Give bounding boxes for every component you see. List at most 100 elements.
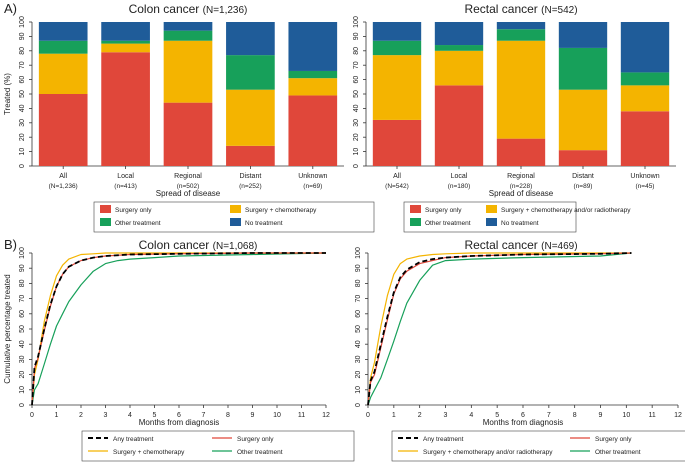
bar-segment-none (101, 22, 150, 41)
x-sublabel: (n=69) (303, 183, 322, 190)
x-sublabel: (n=89) (574, 183, 593, 190)
series-line-line_surgery (31, 252, 326, 406)
bar-segment-none (372, 22, 422, 41)
y-tick-label: 0 (355, 403, 362, 407)
bar-segment-surgery (288, 95, 338, 166)
bar-segment-none (434, 22, 484, 46)
legend-box (403, 201, 577, 233)
legend-swatch-none (486, 218, 497, 226)
series-line-line_chemo (367, 252, 632, 406)
x-tick-label: 10 (622, 412, 630, 419)
y-tick-label: 70 (353, 61, 360, 69)
y-tick-label: 80 (355, 279, 362, 287)
bar-segment-chemo (38, 53, 88, 94)
y-tick-label: 50 (19, 90, 26, 98)
charts-layer: 0102030405060708090100All(N=1,236)Local(… (3, 2, 685, 462)
x-tick-label: 6 (521, 412, 525, 419)
y-tick-label: 60 (355, 310, 362, 318)
y-axis-label: Treated (%) (3, 73, 12, 115)
legend-label: Any treatment (423, 436, 464, 443)
legend-label: No treatment (501, 220, 539, 227)
legend-box (93, 201, 375, 233)
y-axis-label: Cumulative percentage treated (3, 274, 12, 383)
x-sublabel: (n=45) (636, 183, 655, 190)
x-sublabel: (n=413) (114, 183, 137, 190)
chart-title: Colon cancer (N=1,236) (129, 2, 248, 16)
legend-swatch-chemo (230, 205, 241, 213)
legend-label: No treatment (245, 220, 283, 227)
legend-swatch-other (100, 218, 111, 226)
bar-segment-none (226, 22, 275, 56)
y-tick-label: 60 (19, 76, 26, 84)
legend-label: Other treatment (595, 449, 641, 456)
x-axis-label: Months from diagnosis (139, 418, 219, 427)
y-tick-label: 60 (353, 76, 360, 84)
x-tick-label: 12 (322, 412, 330, 419)
y-tick-label: 10 (19, 386, 26, 394)
y-tick-label: 40 (19, 104, 26, 112)
y-tick-label: 80 (19, 47, 26, 55)
y-tick-label: 60 (19, 310, 26, 318)
x-tick-label: 12 (674, 412, 682, 419)
legend-box (81, 430, 355, 462)
bar-segment-chemo (620, 85, 670, 112)
x-tick-label: All (393, 173, 401, 180)
series-line-line_surgery (367, 252, 632, 406)
bar-segment-other (496, 29, 546, 41)
y-tick-label: 10 (355, 386, 362, 394)
y-tick-label: 20 (19, 133, 26, 141)
legend-label: Surgery + chemotherapy and/or radiothera… (423, 449, 553, 456)
legend-swatch-none (230, 218, 241, 226)
y-tick-label: 20 (353, 133, 360, 141)
x-tick-label: 3 (444, 412, 448, 419)
bar-segment-none (163, 22, 213, 31)
x-tick-label: 9 (599, 412, 603, 419)
legend-label: Any treatment (113, 436, 154, 443)
bar-segment-chemo (372, 55, 422, 120)
x-tick-label: 9 (251, 412, 255, 419)
y-tick-label: 0 (19, 403, 26, 407)
legend-swatch-surgery (100, 205, 111, 213)
y-tick-label: 30 (19, 119, 26, 127)
bar-segment-surgery (558, 150, 608, 166)
y-tick-label: 30 (19, 355, 26, 363)
bar-segment-surgery (434, 85, 484, 166)
x-tick-label: 2 (418, 412, 422, 419)
legend-label: Other treatment (237, 449, 283, 456)
series-line-line_other (367, 252, 632, 406)
y-tick-label: 50 (355, 325, 362, 333)
bar-segment-chemo (163, 40, 213, 103)
y-tick-label: 90 (353, 32, 360, 40)
legend-label: Surgery only (237, 436, 274, 443)
x-sublabel: (n=502) (177, 183, 200, 190)
x-tick-label: 8 (573, 412, 577, 419)
legend-swatch-other (410, 218, 421, 226)
x-tick-label: Local (451, 173, 468, 180)
y-tick-label: 80 (353, 47, 360, 55)
legend-box (391, 430, 685, 462)
x-tick-label: Regional (507, 173, 535, 180)
series-line-any (31, 252, 326, 406)
bar-segment-none (38, 22, 88, 41)
bar-segment-other (558, 47, 608, 90)
legend-label: Surgery + chemotherapy and/or radiothera… (501, 207, 631, 214)
bar-segment-chemo (434, 50, 484, 86)
x-tick-label: 0 (30, 412, 34, 419)
series-line-line_chemo (31, 252, 326, 406)
x-sublabel: (n=180) (448, 183, 471, 190)
y-tick-label: 0 (19, 164, 26, 168)
series-line-line_other (31, 252, 327, 406)
y-tick-label: 20 (19, 371, 26, 379)
bar-segment-chemo (496, 40, 546, 139)
bar-segment-other (620, 72, 670, 86)
y-tick-label: 70 (19, 61, 26, 69)
x-tick-label: 11 (649, 412, 656, 419)
bar-segment-none (558, 22, 608, 48)
chart-title: Rectal cancer (N=469) (464, 238, 577, 252)
x-tick-label: 10 (273, 412, 281, 419)
y-tick-label: 10 (19, 148, 26, 156)
bar-segment-surgery (372, 119, 422, 166)
bar-segment-other (288, 70, 338, 79)
bar-segment-other (38, 40, 88, 54)
